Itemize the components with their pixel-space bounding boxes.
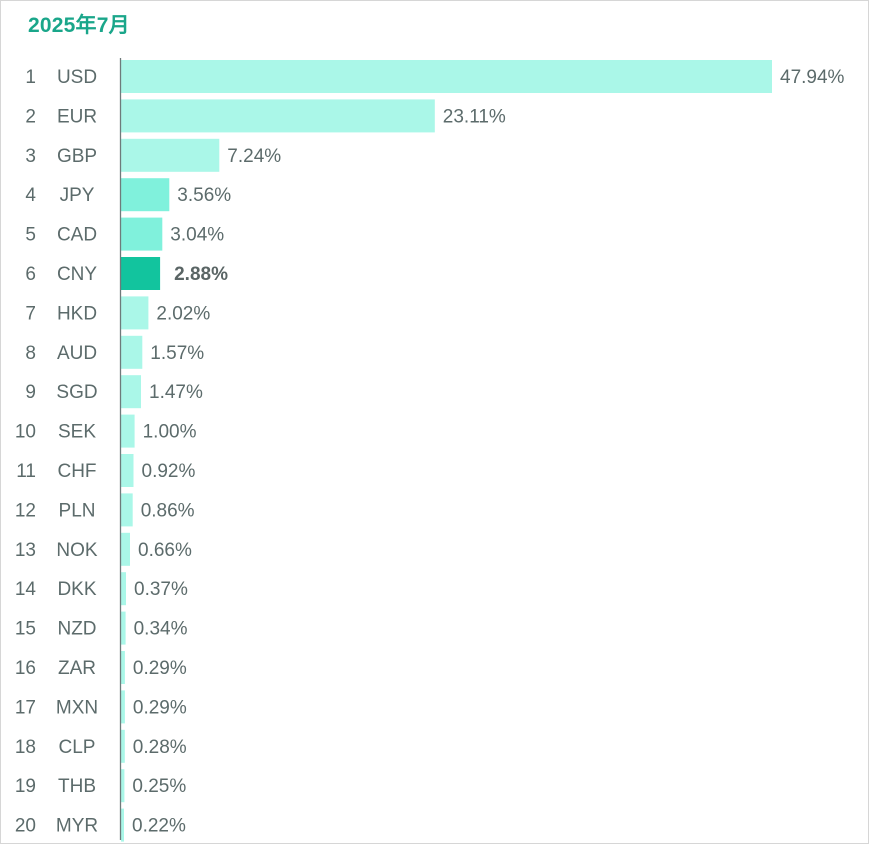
value-label-eur: 23.11% [443,106,506,127]
rank-label: 15 [15,619,36,640]
value-label-mxn: 0.29% [133,697,187,718]
rank-label: 12 [15,500,36,521]
category-label-dkk: DKK [57,579,96,600]
bars-layer [121,60,772,842]
rank-label: 3 [25,146,36,167]
category-label-pln: PLN [59,500,96,521]
category-label-gbp: GBP [57,146,97,167]
category-label-eur: EUR [57,106,97,127]
rank-label: 6 [25,264,36,285]
category-label-zar: ZAR [58,658,96,679]
value-label-dkk: 0.37% [134,579,188,600]
bar-aud [121,335,143,369]
bar-eur [121,99,435,133]
value-label-usd: 47.94% [780,67,845,88]
value-label-cad: 3.04% [170,225,224,246]
bar-cad [121,217,163,251]
value-label-thb: 0.25% [132,776,186,797]
bar-gbp [121,138,220,172]
rank-label: 5 [25,225,36,246]
bar-pln [121,493,133,527]
rank-label: 16 [15,658,36,679]
category-label-clp: CLP [59,737,96,758]
rank-label: 18 [15,737,36,758]
chart-title: 2025年7月 [28,14,130,37]
bar-nok [121,532,130,566]
rank-label: 20 [15,816,36,837]
rank-label: 4 [25,185,36,206]
value-label-chf: 0.92% [142,461,196,482]
value-label-nzd: 0.34% [134,619,188,640]
value-label-zar: 0.29% [133,658,187,679]
category-label-thb: THB [58,776,96,797]
value-label-sgd: 1.47% [149,382,203,403]
category-label-nok: NOK [56,540,98,561]
labels-layer: 1 USD 47.94%2 EUR 23.11%3 GBP 7.24%4 JPY 3.56%5 C… [15,67,845,837]
rank-label: 19 [15,776,36,797]
bar-hkd [121,296,149,330]
bar-zar [121,651,125,684]
bar-clp [121,729,125,763]
category-label-nzd: NZD [57,619,96,640]
bar-usd [121,60,772,93]
bar-myr [121,808,124,842]
category-label-cny: CNY [57,264,97,285]
value-label-nok: 0.66% [138,540,192,561]
rank-label: 7 [25,303,36,324]
bar-nzd [121,611,126,645]
category-label-usd: USD [57,67,97,88]
category-label-cad: CAD [57,225,97,246]
value-label-sek: 1.00% [143,422,197,443]
bar-thb [121,769,125,803]
bar-sgd [121,375,141,409]
category-label-sek: SEK [58,422,96,443]
value-label-pln: 0.86% [141,500,195,521]
value-label-cny: 2.88% [174,264,228,285]
category-label-aud: AUD [57,343,97,364]
rank-label: 14 [15,579,37,600]
bar-sek [121,414,135,448]
bar-jpy [121,178,170,212]
value-label-myr: 0.22% [132,816,186,837]
category-label-sgd: SGD [56,382,97,403]
value-label-clp: 0.28% [133,737,187,758]
rank-label: 2 [25,106,36,127]
category-label-hkd: HKD [57,303,97,324]
value-label-gbp: 7.24% [227,146,281,167]
bar-chf [121,454,134,487]
rank-label: 10 [15,422,36,443]
category-label-mxn: MXN [56,697,98,718]
bar-mxn [121,690,125,724]
rank-label: 13 [15,540,36,561]
value-label-jpy: 3.56% [177,185,231,206]
value-label-aud: 1.57% [150,343,204,364]
rank-label: 1 [25,67,36,88]
bar-dkk [121,572,126,606]
category-label-myr: MYR [56,816,98,837]
category-label-chf: CHF [57,461,96,482]
bar-cny [121,257,161,290]
rank-label: 8 [25,343,36,364]
category-label-jpy: JPY [60,185,95,206]
rank-label: 11 [16,461,36,482]
value-label-hkd: 2.02% [156,303,210,324]
rank-label: 17 [15,697,36,718]
rank-label: 9 [25,382,36,403]
